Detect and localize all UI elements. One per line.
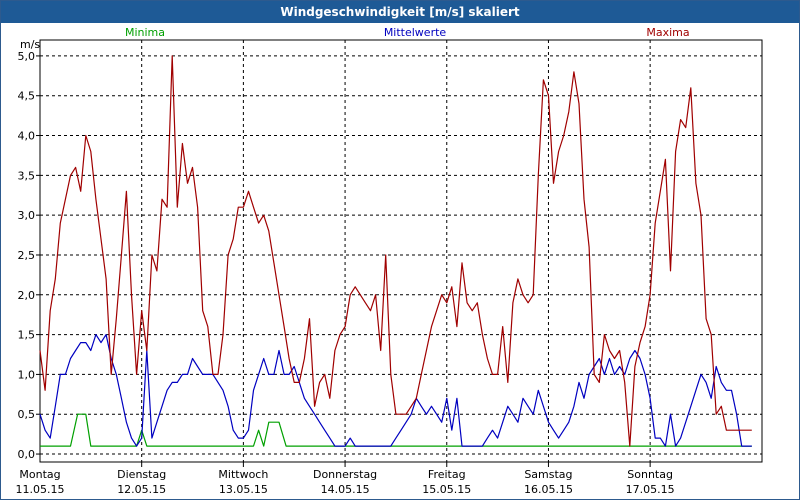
- series-line-maxima: [39, 55, 752, 447]
- x-tick-label-day: Montag: [19, 468, 60, 481]
- series-lines: [39, 55, 752, 447]
- x-tick-label-day: Dienstag: [117, 468, 166, 481]
- series-line-mittelwerte: [39, 334, 752, 447]
- x-tick-label-date: 14.05.15: [321, 483, 370, 496]
- x-tick-label-day: Sonntag: [627, 468, 673, 481]
- y-tick-label: 2,5: [18, 249, 36, 262]
- series-line-minima: [40, 413, 752, 447]
- chart-title: Windgeschwindigkeit [m/s] skaliert: [1, 1, 799, 23]
- y-tick-label: 2,0: [18, 289, 36, 302]
- x-tick-label-date: 17.05.15: [626, 483, 675, 496]
- y-tick-label: 3,0: [18, 209, 36, 222]
- y-axis-label: m/s: [20, 38, 40, 51]
- x-tick-label-day: Donnerstag: [313, 468, 377, 481]
- x-tick-label-date: 12.05.15: [117, 483, 166, 496]
- x-tick-label-day: Mittwoch: [218, 468, 268, 481]
- y-tick-label: 4,5: [18, 90, 36, 103]
- plot-border: [39, 39, 763, 463]
- x-tick-label-date: 11.05.15: [16, 483, 65, 496]
- y-tick-label: 1,0: [18, 368, 36, 381]
- x-tick-label-date: 16.05.15: [524, 483, 573, 496]
- y-tick-label: 0,5: [18, 408, 36, 421]
- x-tick-label-date: 15.05.15: [422, 483, 471, 496]
- y-tick-label: 0,0: [18, 448, 36, 461]
- legend-minima: Minima: [125, 26, 165, 39]
- y-tick-label: 1,5: [18, 329, 36, 342]
- y-tick-label: 4,0: [18, 130, 36, 143]
- tick-labels: 0,0 0,5 1,0 1,5 2,0 2,5 3,0 3,5 4,0 4,5 5,0m/s Mont…: [16, 38, 675, 496]
- y-tick-label: 3,5: [18, 169, 36, 182]
- x-tick-label-date: 13.05.15: [219, 483, 268, 496]
- axes: [36, 39, 763, 467]
- y-tick-label: 5,0: [18, 50, 36, 63]
- legend-maxima: Maxima: [646, 26, 689, 39]
- legend-mittelwerte: Mittelwerte: [384, 26, 447, 39]
- x-tick-label-day: Freitag: [428, 468, 466, 481]
- x-tick-label-day: Samstag: [524, 468, 572, 481]
- legend: Minima Mittelwerte Maxima: [125, 26, 690, 39]
